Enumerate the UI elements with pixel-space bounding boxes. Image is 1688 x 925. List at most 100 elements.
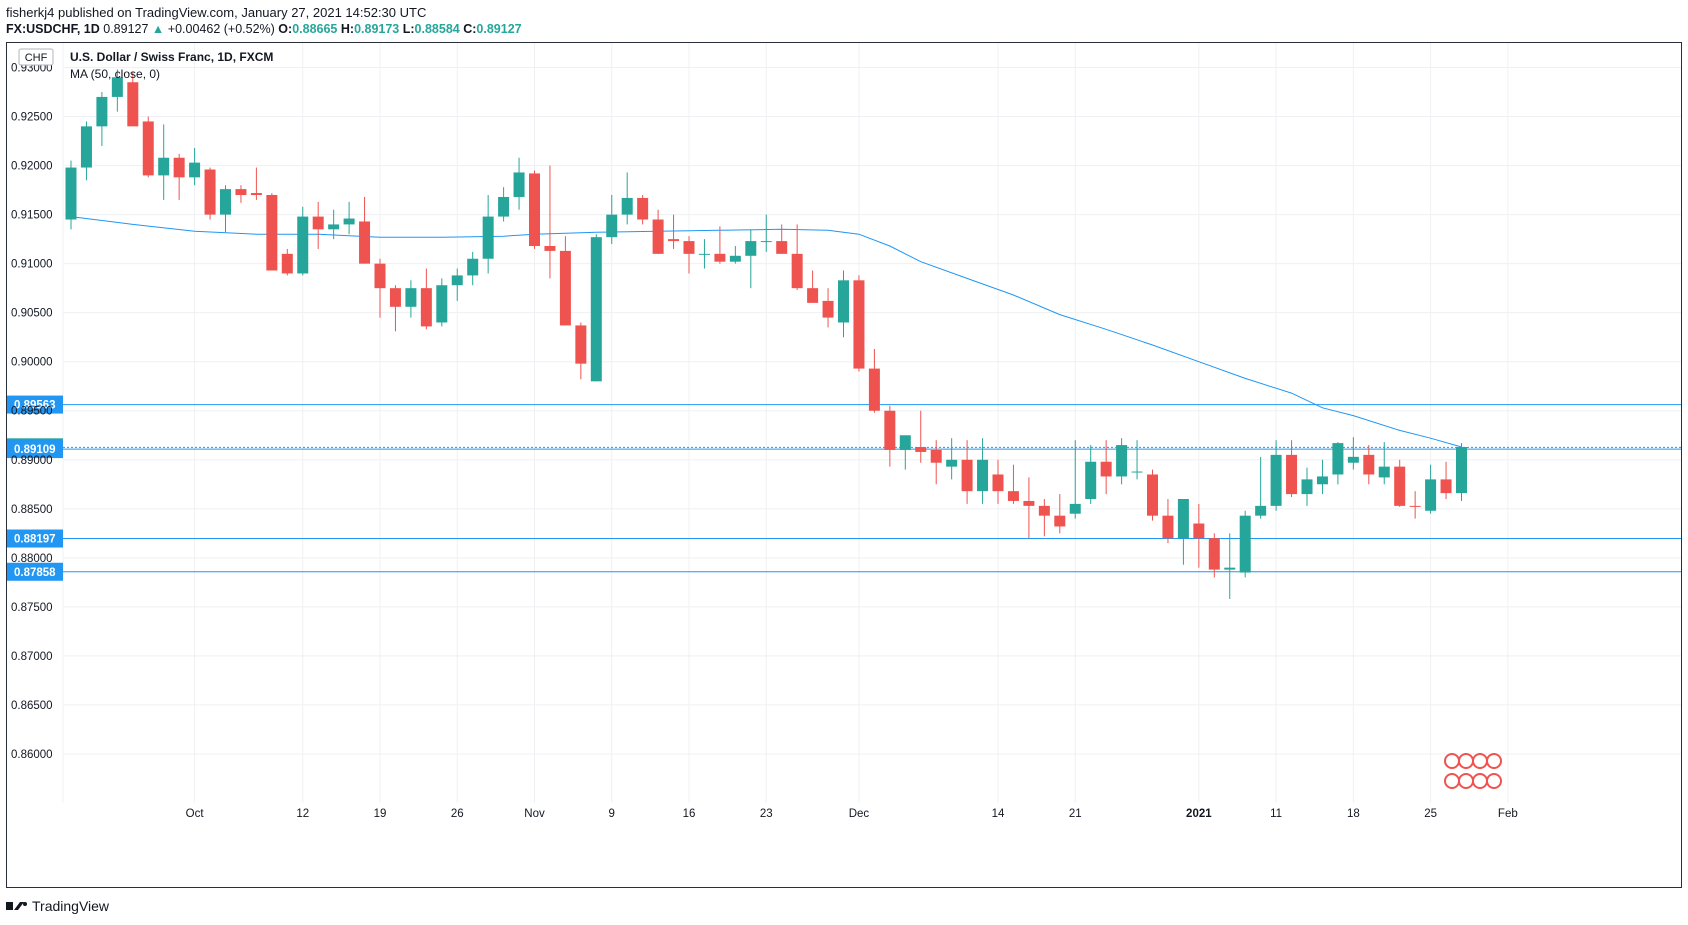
candle [1347, 437, 1359, 470]
candle [312, 201, 324, 249]
candle [1316, 459, 1328, 495]
price-level-badge [7, 395, 63, 414]
candle-body [637, 197, 649, 220]
candle-body [977, 459, 989, 492]
candle-body [96, 96, 108, 127]
candle-body [1301, 479, 1313, 495]
candle-body [436, 285, 448, 323]
candle [343, 201, 355, 235]
x-tick-label: Oct [186, 808, 205, 820]
candle [374, 258, 386, 318]
candle-body [389, 288, 401, 307]
y-tick-label: 0.86500 [11, 700, 53, 712]
candle [1208, 533, 1220, 578]
y-tick-label: 0.93000 [11, 63, 53, 75]
low-label: L: [402, 22, 415, 36]
candle-body [158, 157, 170, 176]
candle [451, 268, 463, 301]
price-level-label: 0.89563 [14, 400, 56, 412]
candle-body [204, 169, 216, 215]
candle [297, 206, 309, 276]
candle [1378, 442, 1390, 485]
candle [884, 405, 896, 467]
candle [698, 239, 710, 269]
header-bar: fisherkj4 published on TradingView.com, … [6, 4, 522, 38]
candle [1270, 440, 1282, 511]
change-arrow-icon: ▲ [151, 22, 165, 36]
candle-body [1100, 461, 1112, 477]
candle-body [266, 195, 278, 271]
candle-body [142, 121, 154, 176]
candle-body [111, 77, 123, 97]
candle-body [1239, 515, 1251, 573]
candle [1409, 491, 1421, 519]
indicator-legend: MA (50, close, 0) [70, 67, 160, 81]
x-tick-label: 23 [760, 808, 773, 820]
candle-body [1347, 456, 1359, 463]
candle [930, 440, 942, 485]
price-level-label: 0.88197 [14, 534, 56, 546]
time-axis: Oct 12 19 26 Nov 9 16 23 Dec 14 21 2021 11 18 25 Feb [186, 808, 1518, 820]
y-tick-label: 0.87000 [11, 651, 53, 663]
candle-body [173, 157, 185, 178]
candle-body [1069, 503, 1081, 514]
x-tick-label: 11 [1270, 808, 1282, 820]
publisher-line: fisherkj4 published on TradingView.com, … [6, 5, 427, 20]
candle-body [343, 218, 355, 225]
candle-body [359, 221, 371, 264]
candle-body [698, 253, 710, 255]
candle [1456, 443, 1467, 501]
candle-body [220, 189, 231, 215]
candle [1193, 503, 1205, 568]
y-tick-label: 0.89500 [11, 406, 53, 418]
candle [1255, 456, 1267, 519]
candle-body [807, 288, 819, 303]
candle-body [590, 237, 602, 382]
candle-body [606, 214, 618, 238]
candle-body [899, 435, 911, 450]
tradingview-logo-icon [6, 902, 27, 910]
candle [482, 195, 494, 274]
currency-badge: CHF [25, 52, 48, 64]
candle [1224, 533, 1236, 600]
candle-body [235, 189, 247, 195]
price-axis: 0.86000 0.86500 0.87000 0.87500 0.88000 0.885… [11, 63, 53, 761]
candle-body [559, 250, 571, 326]
candle-body [853, 280, 865, 369]
flags-icon[interactable] [1444, 753, 1502, 789]
candle [621, 172, 633, 225]
ohlc-line: FX:USDCHF, 1D 0.89127 ▲ +0.00462 (+0.52%… [6, 21, 522, 38]
candle [1301, 467, 1313, 506]
candle [420, 268, 432, 330]
candle-body [992, 474, 1004, 492]
x-tick-label: 16 [683, 808, 696, 820]
candle-body [1162, 515, 1174, 539]
candle [328, 209, 340, 240]
candle [173, 153, 185, 200]
candle-body [776, 241, 788, 254]
candle [1162, 499, 1174, 544]
candle [204, 167, 216, 220]
chart-title: U.S. Dollar / Swiss Franc, 1D, FXCM [70, 50, 273, 64]
candle [405, 280, 417, 318]
candle [65, 160, 77, 230]
open-label: O: [278, 22, 293, 36]
y-tick-label: 0.90500 [11, 308, 53, 320]
candle [235, 185, 247, 203]
candle-body [405, 288, 417, 307]
candle [359, 196, 371, 264]
candle [606, 195, 618, 245]
candle [868, 348, 880, 413]
candle-body [80, 126, 92, 168]
candle [1054, 494, 1066, 534]
candle [1007, 464, 1019, 504]
candle-body [1316, 476, 1328, 485]
candle [1069, 440, 1081, 519]
candle [760, 214, 772, 252]
candle [544, 165, 556, 279]
x-tick-label: 9 [609, 808, 615, 820]
candle-body [1147, 474, 1158, 516]
